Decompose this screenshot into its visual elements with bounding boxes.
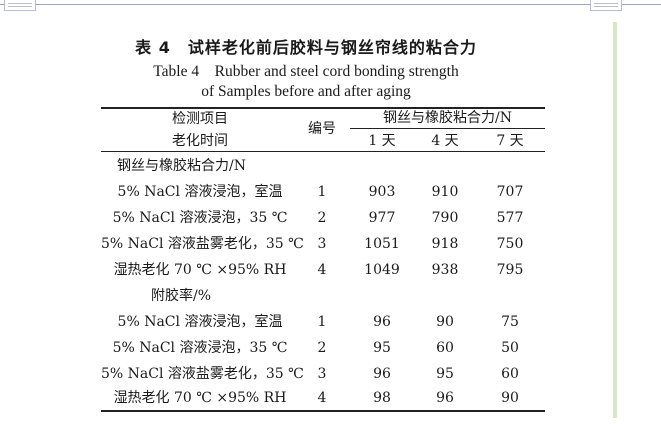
row-label: 湿热老化 70 ℃ ×95% RH: [113, 262, 287, 278]
header-number: 编号: [308, 121, 336, 137]
row-number: 4: [317, 390, 327, 406]
row-day4-value: 60: [436, 340, 454, 356]
row-label: 湿热老化 70 ℃ ×95% RH: [113, 390, 287, 406]
row-day4-value: 790: [431, 210, 459, 226]
row-day4-value: 95: [436, 366, 454, 382]
row-label: 5% NaCl 溶液浸泡，室温: [117, 184, 283, 200]
header-group-rule: [350, 128, 545, 129]
row-day1-value: 96: [373, 366, 391, 382]
row-day1-value: 1049: [364, 262, 400, 278]
row-day7-value: 707: [496, 184, 524, 200]
row-day4-value: 938: [431, 262, 459, 278]
row-day1-value: 98: [373, 390, 391, 406]
header-day-1: 1 天: [368, 133, 396, 149]
row-day7-value: 795: [496, 262, 524, 278]
section-title-rubber-coverage: 附胶率/%: [151, 288, 212, 304]
row-day4-value: 918: [431, 236, 459, 252]
page-edge-bar: [613, 22, 617, 418]
row-day1-value: 977: [368, 210, 396, 226]
header-day-7: 7 天: [496, 133, 524, 149]
row-day7-value: 577: [496, 210, 524, 226]
row-label: 5% NaCl 溶液浸泡，35 ℃: [112, 340, 288, 356]
row-day1-value: 903: [368, 184, 396, 200]
table-title-en-line2: of Samples before and after aging: [201, 83, 411, 100]
row-day7-value: 50: [501, 340, 519, 356]
header-group-label: 钢丝与橡胶粘合力/N: [383, 110, 512, 126]
row-number: 3: [317, 236, 327, 252]
row-number: 3: [317, 366, 327, 382]
row-day1-value: 96: [373, 314, 391, 330]
header-detect-item: 检测项目: [172, 111, 228, 127]
page-marker-right-icon: [590, 0, 622, 11]
row-day7-value: 90: [501, 390, 519, 406]
header-day-4: 4 天: [431, 133, 459, 149]
row-number: 1: [317, 184, 327, 200]
table-bottom-rule: [101, 410, 545, 412]
row-day1-value: 95: [373, 340, 391, 356]
row-label: 5% NaCl 溶液盐雾老化，35 ℃: [101, 366, 304, 382]
section-title-adhesion: 钢丝与橡胶粘合力/N: [117, 158, 246, 174]
table-title-en-line1: Table 4 Rubber and steel cord bonding st…: [153, 63, 459, 80]
row-label: 5% NaCl 溶液浸泡，室温: [117, 314, 283, 330]
row-day7-value: 750: [496, 236, 524, 252]
row-label: 5% NaCl 溶液浸泡，35 ℃: [112, 210, 288, 226]
row-number: 2: [317, 210, 327, 226]
row-day4-value: 90: [436, 314, 454, 330]
top-rule: [0, 4, 661, 5]
row-day7-value: 60: [501, 366, 519, 382]
page-marker-left-icon: [4, 0, 36, 11]
row-label: 5% NaCl 溶液盐雾老化，35 ℃: [101, 236, 304, 252]
row-number: 4: [317, 262, 327, 278]
row-day4-value: 96: [436, 390, 454, 406]
row-number: 2: [317, 340, 327, 356]
row-day4-value: 910: [431, 184, 459, 200]
row-number: 1: [317, 314, 327, 330]
table-top-rule: [101, 107, 545, 109]
row-day7-value: 75: [501, 314, 519, 330]
header-bottom-rule: [101, 151, 545, 152]
header-aging-time: 老化时间: [172, 133, 228, 149]
row-day1-value: 1051: [364, 236, 400, 252]
table-title-cn: 表 4 试样老化前后胶料与钢丝帘线的粘合力: [135, 38, 477, 57]
